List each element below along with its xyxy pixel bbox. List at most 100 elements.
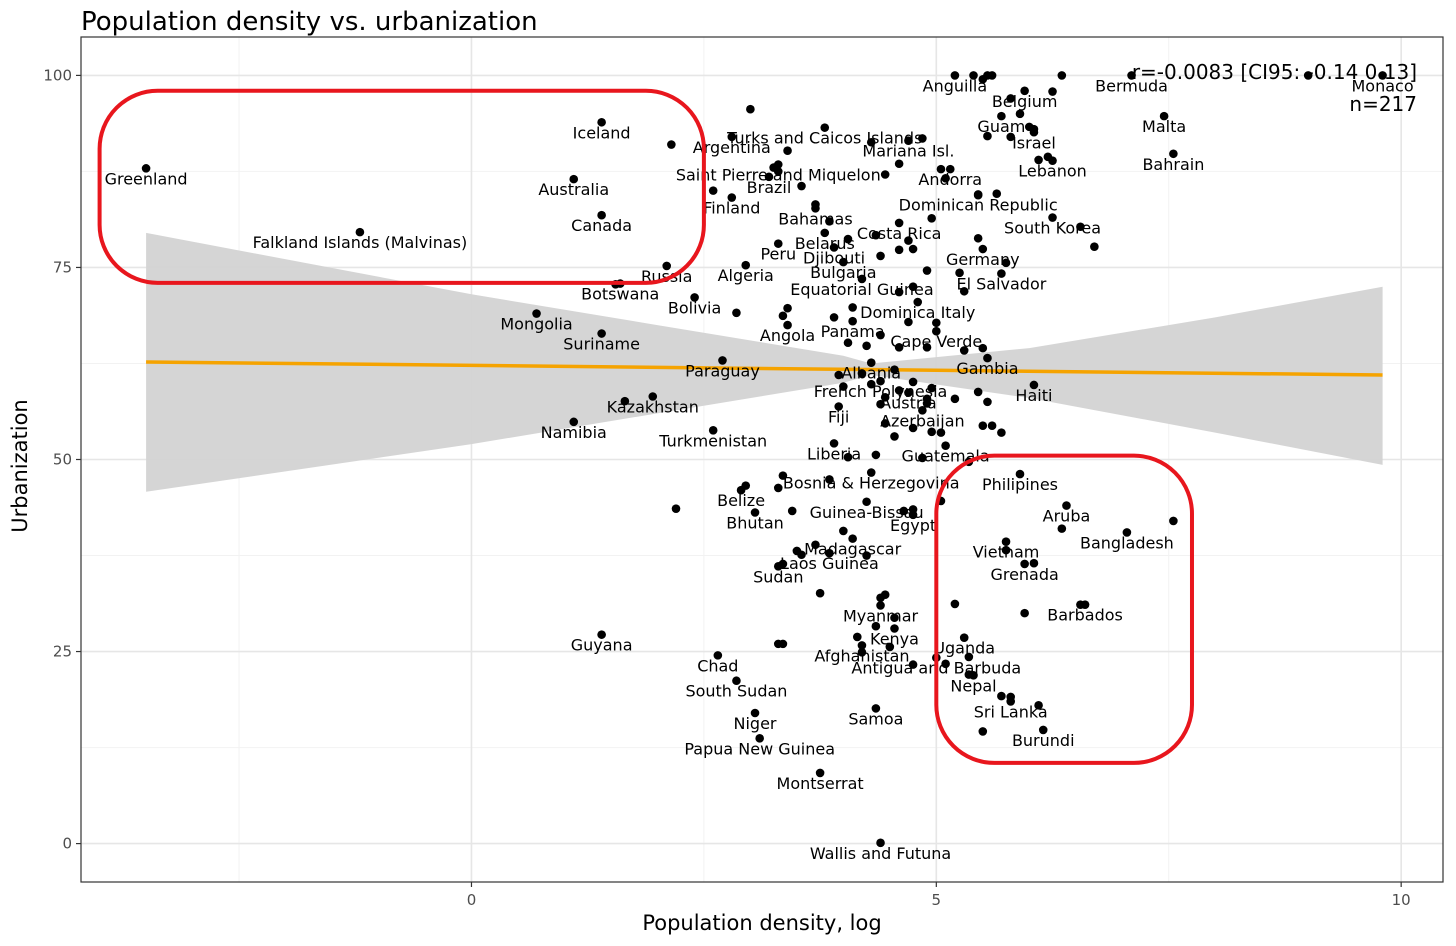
point-label: Fiji — [828, 407, 849, 426]
data-point — [997, 691, 1006, 701]
data-point-labeled — [1001, 537, 1011, 546]
sample-size-annotation: n=217 — [1349, 92, 1417, 116]
data-point — [894, 159, 904, 169]
data-point — [922, 399, 932, 408]
correlation-annotation: r=-0.0083 [CI95: -0.14 0.13] — [1132, 60, 1417, 84]
data-point — [992, 189, 1002, 199]
data-point — [890, 613, 899, 623]
y-tick-label: 25 — [53, 643, 72, 661]
point-label: Falkland Islands (Malvinas) — [253, 233, 468, 252]
point-label: El Salvador — [956, 275, 1046, 294]
data-point — [1006, 132, 1015, 142]
data-point — [927, 383, 936, 393]
point-label: Bahamas — [778, 209, 852, 228]
point-label: Botswana — [581, 285, 659, 304]
data-point-labeled — [908, 510, 918, 520]
data-point — [811, 540, 820, 550]
point-label: Wallis and Futuna — [810, 844, 951, 863]
point-label: Paraguay — [685, 361, 760, 380]
x-tick-label: 10 — [1392, 891, 1411, 909]
data-point — [918, 453, 927, 463]
data-point — [959, 346, 969, 355]
point-label: Bangladesh — [1080, 533, 1174, 552]
data-point — [950, 394, 960, 404]
point-label: Kazakhstan — [607, 398, 699, 417]
point-label: Panama — [821, 322, 885, 341]
data-point — [843, 234, 853, 244]
data-point — [857, 369, 867, 378]
data-point — [773, 483, 783, 493]
data-point — [797, 550, 806, 560]
point-label: Namibia — [541, 423, 607, 442]
data-point — [1076, 222, 1085, 232]
point-label: Belgium — [992, 92, 1058, 111]
point-labels-layer: Greenland Falkland Islands (Malvinas) Icel… — [105, 76, 1414, 862]
data-point-labeled — [1169, 149, 1178, 159]
data-point-labeled — [597, 210, 606, 220]
data-point-labeled — [569, 417, 579, 427]
data-point-labeled — [857, 641, 867, 650]
point-label: Anguilla — [923, 76, 988, 95]
data-point — [1034, 155, 1043, 165]
data-point — [922, 266, 932, 275]
data-point — [918, 134, 927, 143]
data-point — [1029, 558, 1039, 568]
data-point-labeled — [662, 261, 672, 271]
data-point — [667, 140, 676, 149]
point-label: Turkmenistan — [658, 431, 767, 450]
point-label: Saint Pierre and Miquelon — [676, 166, 881, 185]
data-point-labeled — [690, 293, 699, 302]
point-label: Laos Guinea — [780, 554, 879, 573]
data-point — [778, 639, 788, 649]
data-point-labeled — [848, 534, 857, 543]
data-point-labeled — [355, 227, 365, 237]
confidence-band-layer — [146, 232, 1383, 492]
data-point — [1006, 94, 1015, 103]
data-point-labeled — [820, 123, 830, 132]
point-label: Bahrain — [1142, 155, 1204, 174]
point-label: Sudan — [753, 567, 803, 586]
point-label: Afghanistan — [814, 646, 909, 665]
data-point-labeled — [1015, 469, 1025, 479]
y-tick-label: 0 — [62, 835, 72, 853]
point-label: Burundi — [1012, 731, 1075, 750]
data-point — [894, 287, 904, 297]
data-point — [983, 131, 992, 141]
x-tick-label: 0 — [467, 891, 477, 909]
data-point — [852, 632, 862, 642]
data-point-labeled — [1029, 127, 1039, 137]
data-point-labeled — [997, 111, 1006, 121]
point-label: Malta — [1142, 117, 1186, 136]
data-point — [1169, 516, 1178, 526]
data-point-labeled — [1006, 697, 1015, 706]
point-label: Guinea-Bissau — [810, 503, 924, 522]
y-tick-label: 75 — [53, 258, 72, 276]
data-point-labeled — [783, 320, 792, 330]
point-label: Israel — [1012, 133, 1056, 152]
data-point-labeled — [811, 204, 820, 213]
data-point — [950, 599, 960, 609]
y-tick-label: 100 — [43, 66, 72, 84]
data-point — [620, 396, 630, 406]
point-label: Bosnia & Herzegovina — [783, 474, 960, 493]
data-point-labeled — [890, 624, 899, 633]
data-point-labeled — [820, 228, 830, 238]
data-point — [866, 379, 876, 389]
data-point-labeled — [1029, 380, 1039, 390]
point-label: Belarus — [795, 234, 855, 253]
data-point-labeled — [750, 508, 760, 517]
data-point-labeled — [1378, 71, 1387, 80]
data-point — [997, 428, 1006, 437]
x-tick-label: 5 — [932, 891, 942, 909]
data-point — [922, 343, 932, 352]
data-point-labeled — [727, 193, 737, 202]
data-point — [1020, 608, 1029, 618]
data-point — [732, 308, 741, 318]
data-point — [797, 181, 806, 191]
data-point-labeled — [983, 353, 992, 363]
data-point-labeled — [876, 838, 885, 848]
point-label: Djibouti — [803, 248, 865, 267]
data-point-labeled — [866, 468, 876, 477]
data-point-labeled — [736, 485, 746, 495]
